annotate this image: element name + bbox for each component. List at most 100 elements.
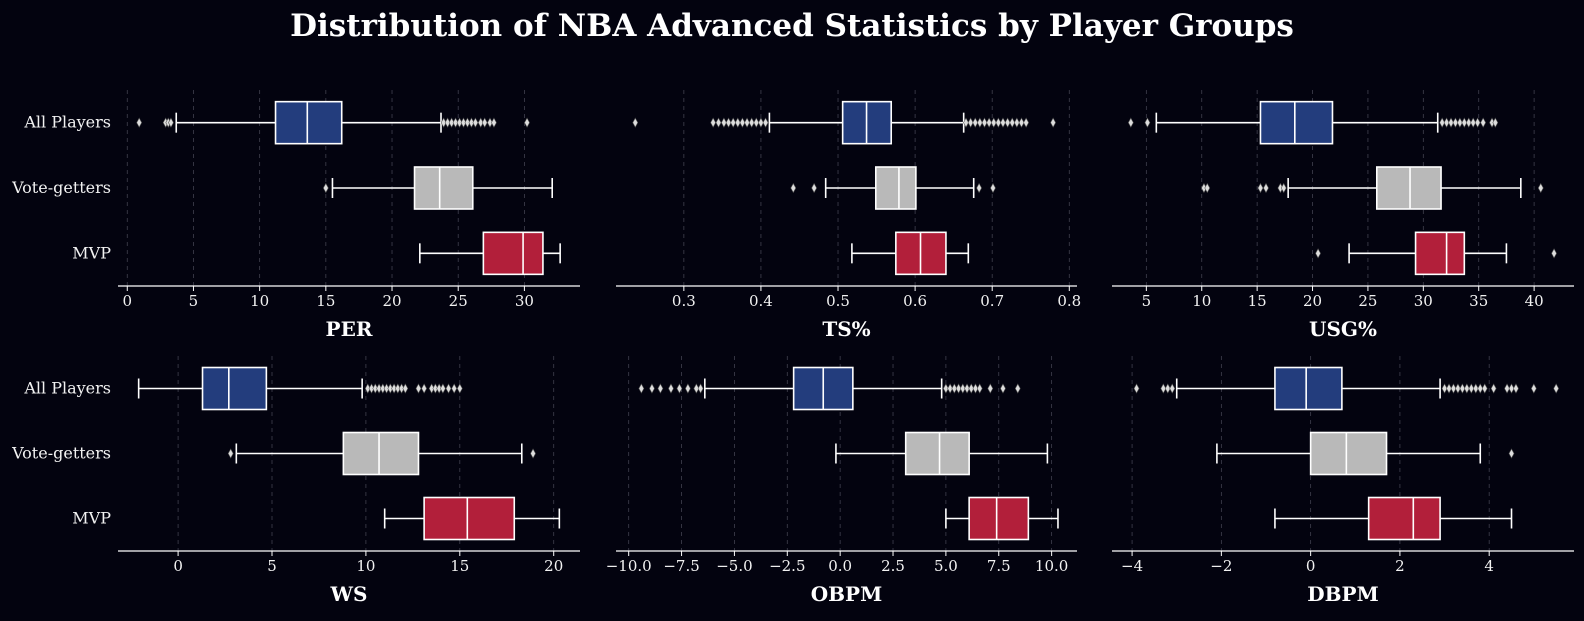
x-tick-label: 30	[1414, 292, 1433, 310]
outlier-point	[649, 383, 655, 394]
box-iqr	[482, 231, 544, 276]
outlier-point	[1530, 383, 1537, 394]
outlier-point	[376, 383, 382, 394]
x-tick-label: 0	[1306, 557, 1316, 575]
outlier-point	[1461, 117, 1468, 128]
outlier-point	[398, 383, 405, 394]
outlier-point	[383, 383, 390, 394]
outlier-point	[1477, 383, 1484, 394]
outlier-point	[725, 117, 732, 128]
outlier-point	[1450, 383, 1457, 394]
outlier-point	[364, 383, 371, 394]
x-tick-label: 0.8	[1057, 292, 1081, 310]
x-tick-label: 5	[1142, 292, 1152, 310]
outlier-point	[460, 117, 467, 128]
x-tick-label: 5	[189, 292, 199, 310]
outlier-point	[730, 117, 737, 128]
x-tick-label: 4	[1484, 557, 1494, 575]
outlier-point	[790, 182, 797, 194]
box-mvp	[1274, 496, 1513, 541]
outlier-point	[391, 383, 397, 394]
outlier-point	[967, 117, 974, 128]
outlier-point	[1480, 117, 1486, 128]
box-all-players	[137, 366, 463, 411]
x-tick-label: −2.5	[769, 557, 805, 575]
box-mvp	[1315, 231, 1557, 276]
outlier-point	[1023, 117, 1029, 128]
outlier-point	[387, 383, 394, 394]
outlier-point	[445, 383, 452, 394]
outlier-point	[1457, 117, 1463, 128]
outlier-point	[436, 383, 442, 394]
x-axis-label: WS	[330, 582, 368, 606]
outlier-point	[744, 117, 750, 128]
outlier-point	[440, 117, 447, 128]
box-vote-getters	[1216, 431, 1515, 476]
outlier-point	[943, 383, 949, 394]
outlier-point	[136, 117, 143, 128]
x-tick-label: 10	[250, 292, 269, 310]
x-tick-label: 2	[1395, 557, 1405, 575]
outlier-point	[963, 117, 969, 128]
outlier-point	[753, 117, 760, 128]
outlier-point	[1169, 383, 1176, 394]
outlier-point	[739, 117, 746, 128]
x-tick-label: 0.5	[826, 292, 850, 310]
x-tick-label: 15	[1248, 292, 1267, 310]
x-tick-label: −4	[1121, 557, 1143, 575]
outlier-point	[1050, 117, 1056, 128]
outlier-point	[1446, 383, 1452, 394]
panel-per: 0 5 10 15 20 25 30 PER All Players Vote-getters MV…	[11, 90, 580, 341]
box-iqr	[413, 166, 474, 210]
outlier-point	[721, 117, 727, 128]
x-tick-label: 20	[544, 557, 563, 575]
box-iqr	[201, 366, 268, 411]
outlier-point	[1492, 117, 1499, 128]
outlier-point	[955, 383, 962, 394]
outlier-point	[986, 117, 992, 128]
outlier-point	[444, 117, 451, 128]
outlier-point	[481, 117, 488, 128]
x-tick-label: 15	[316, 292, 335, 310]
outlier-point	[968, 383, 975, 394]
box-mvp	[383, 496, 561, 541]
x-axis-label: USG%	[1309, 317, 1377, 341]
outlier-point	[1000, 383, 1006, 394]
outlier-point	[748, 117, 755, 128]
x-tick-label: −2	[1210, 557, 1232, 575]
outlier-point	[1537, 182, 1544, 194]
box-mvp	[419, 231, 561, 276]
outlier-point	[452, 117, 459, 128]
x-axis-label: DBPM	[1307, 582, 1378, 606]
box-iqr	[1274, 366, 1343, 411]
x-tick-label: 2.5	[881, 557, 905, 575]
x-tick-label: 0	[173, 557, 183, 575]
outlier-point	[990, 182, 996, 194]
box-all-players	[638, 366, 1021, 411]
outlier-point	[697, 383, 704, 394]
outlier-point	[972, 383, 979, 394]
outlier-point	[1464, 383, 1470, 394]
outlier-point	[947, 383, 953, 394]
outlier-point	[977, 117, 983, 128]
y-category-label: Vote-getters	[11, 178, 111, 197]
x-tick-label: 10	[1192, 292, 1211, 310]
outlier-point	[995, 117, 1002, 128]
outlier-point	[487, 117, 493, 128]
outlier-point	[1263, 182, 1269, 194]
outlier-point	[1441, 383, 1448, 394]
outlier-point	[421, 383, 427, 394]
panel-usg-: 5 10 15 20 25 30 35 40 USG%	[1112, 90, 1574, 341]
x-tick-label: 30	[515, 292, 534, 310]
box-iqr	[274, 100, 343, 145]
box-all-players	[632, 100, 1056, 145]
x-tick-label: −5.0	[716, 557, 752, 575]
outlier-point	[1472, 383, 1479, 394]
box-iqr	[423, 496, 516, 541]
x-tick-label: 0.0	[828, 557, 852, 575]
outlier-point	[959, 383, 966, 394]
outlier-point	[710, 117, 716, 128]
box-mvp	[851, 231, 970, 276]
